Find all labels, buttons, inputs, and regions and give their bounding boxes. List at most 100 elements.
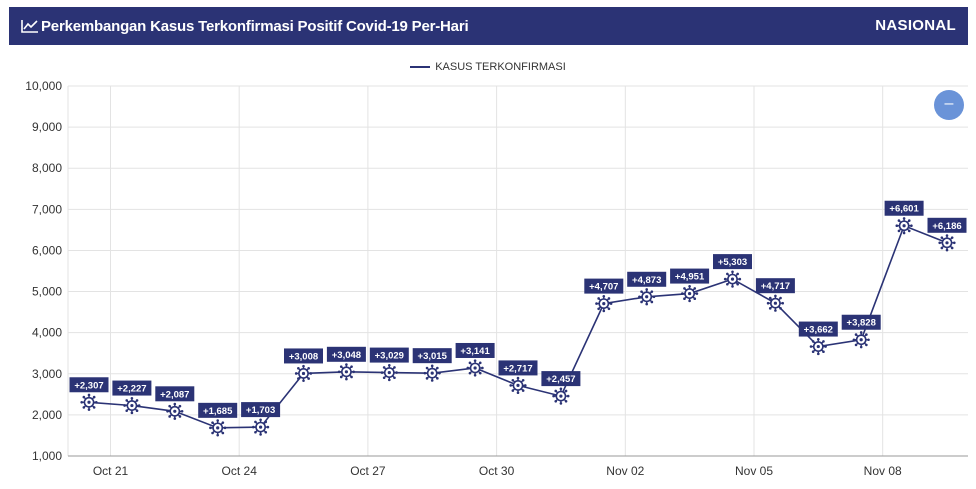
data-label-box: [927, 217, 967, 233]
virus-spike-tip: [602, 295, 606, 298]
virus-spike-tip: [907, 229, 911, 233]
virus-spike-tip: [307, 377, 310, 380]
virus-spike-tip: [339, 375, 343, 379]
virus-icon: [552, 387, 570, 405]
y-tick-label: 8,000: [32, 161, 62, 175]
virus-spike-tip: [393, 366, 396, 369]
virus-spike-tip: [438, 371, 441, 375]
data-label-box: [69, 377, 109, 393]
virus-icon: [123, 396, 141, 415]
virus-core: [859, 338, 863, 342]
virus-spike-tip: [902, 217, 906, 220]
virus-spike-tip: [521, 389, 525, 392]
virus-icon: [252, 418, 270, 436]
virus-core: [688, 291, 692, 296]
y-tick-label: 5,000: [32, 285, 62, 299]
virus-spike-tip: [388, 378, 391, 382]
virus-spike-tip: [867, 338, 870, 342]
virus-spike-tip: [559, 402, 563, 405]
virus-spike-tip: [950, 246, 954, 250]
virus-spike-tip: [736, 272, 739, 276]
virus-spike-tip: [688, 284, 691, 288]
virus-spike-tip: [350, 375, 353, 379]
virus-icon: [681, 284, 699, 303]
virus-spike-tip: [645, 302, 648, 306]
virus-spike-tip: [130, 396, 134, 400]
virus-core: [902, 224, 906, 228]
virus-spike-tip: [178, 404, 182, 408]
virus-core: [387, 370, 391, 375]
virus-spike-tip: [597, 307, 600, 311]
virus-spike-tip: [552, 394, 555, 398]
data-label: +3,008: [289, 351, 318, 362]
virus-spike-tip: [681, 292, 684, 295]
virus-core: [645, 295, 649, 299]
x-axis: Oct 21 Oct 24 Oct 27 Oct 30 Nov 02 Nov 05 Nov …: [68, 455, 968, 478]
virus-spike-tip: [254, 430, 257, 434]
virus-core: [87, 400, 91, 404]
virus-spike-tip: [180, 410, 184, 413]
virus-spike-tip: [559, 387, 563, 391]
virus-spike-tip: [817, 352, 820, 356]
virus-spike-tip: [683, 297, 686, 301]
virus-spike-tip: [350, 365, 353, 368]
x-tick-label: Oct 24: [222, 464, 258, 478]
virus-spike-tip: [430, 379, 434, 382]
data-label: +3,141: [460, 346, 490, 357]
virus-spike-tip: [309, 372, 313, 375]
data-label: +4,951: [675, 272, 705, 283]
virus-spike-tip: [516, 391, 520, 395]
y-tick-label: 2,000: [32, 408, 62, 422]
virus-spike-tip: [95, 400, 98, 404]
virus-spike-tip: [554, 389, 558, 393]
virus-core: [602, 302, 606, 306]
virus-core: [473, 366, 477, 370]
virus-spike-tip: [294, 372, 298, 375]
data-label: +3,029: [375, 351, 404, 362]
virus-spike-tip: [125, 399, 129, 402]
virus-core: [130, 403, 134, 408]
virus-icon: [895, 217, 913, 235]
data-label-box: [241, 402, 281, 418]
virus-spike-tip: [425, 366, 429, 370]
data-label: +4,707: [589, 282, 618, 293]
virus-core: [516, 383, 520, 388]
grid-lines: [67, 85, 968, 457]
virus-spike-tip: [768, 307, 772, 310]
virus-spike-tip: [640, 300, 643, 304]
data-label-box: [627, 271, 667, 287]
virus-core: [259, 425, 263, 429]
legend[interactable]: KASUS TERKONFIRMASI: [0, 61, 976, 73]
virus-spike-tip: [809, 345, 813, 348]
data-label: +2,717: [503, 363, 532, 374]
virus-spike-tip: [811, 340, 815, 343]
data-label: +3,015: [418, 351, 448, 362]
x-tick-label: Nov 08: [864, 464, 902, 478]
virus-spike-tip: [137, 404, 141, 407]
data-label: +3,048: [332, 350, 361, 361]
virus-spike-tip: [466, 366, 470, 370]
data-label-box: [541, 371, 581, 387]
virus-core: [559, 394, 563, 398]
y-tick-label: 4,000: [32, 326, 62, 340]
virus-spike-tip: [607, 297, 611, 300]
virus-spike-tip: [221, 431, 225, 435]
virus-spike-tip: [726, 282, 729, 286]
virus-spike-tip: [302, 379, 305, 383]
virus-spike-tip: [940, 246, 944, 250]
virus-spike-tip: [478, 371, 482, 375]
virus-spike-tip: [524, 384, 527, 387]
virus-core: [730, 277, 735, 281]
virus-spike-tip: [92, 395, 96, 399]
virus-core: [344, 370, 348, 374]
data-label: +4,717: [761, 281, 790, 292]
virus-spike-tip: [602, 309, 606, 313]
virus-spike-tip: [339, 365, 343, 368]
virus-icon: [466, 359, 484, 377]
virus-spike-tip: [950, 236, 954, 239]
zoom-out-button[interactable]: –: [934, 90, 964, 120]
virus-spike-tip: [564, 399, 568, 403]
virus-icon: [723, 270, 742, 288]
virus-spike-tip: [650, 290, 654, 293]
virus-spike-tip: [768, 296, 772, 300]
